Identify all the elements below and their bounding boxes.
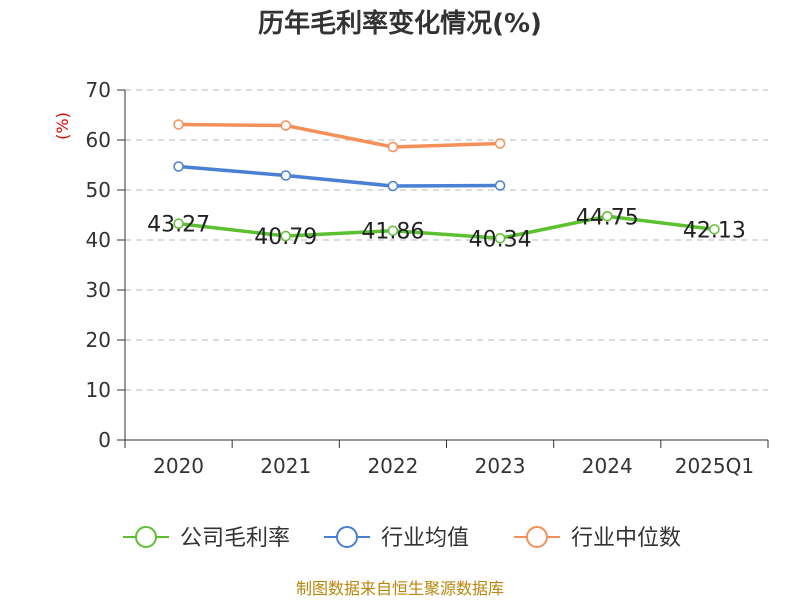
data-label: 40.34 <box>469 227 532 252</box>
x-tick-label: 2021 <box>260 454 311 478</box>
data-label: 41.86 <box>361 220 424 245</box>
data-point <box>280 120 291 131</box>
x-tick-label: 2023 <box>475 454 526 478</box>
data-point <box>173 218 184 229</box>
data-point <box>494 138 506 149</box>
y-tick-label: 30 <box>86 278 111 302</box>
y-tick-label: 50 <box>86 178 111 202</box>
y-axis-label: (%) <box>53 112 72 140</box>
data-labels: 43.27 40.79 41.86 40.34 44.75 42.13 <box>147 205 746 252</box>
series-layer <box>173 119 720 244</box>
y-tick-label: 60 <box>86 128 111 152</box>
legend-label: 行业中位数 <box>571 526 681 551</box>
data-point <box>494 180 506 191</box>
data-point <box>280 230 291 242</box>
legend-marker <box>526 526 548 548</box>
y-tick-label: 10 <box>86 378 111 402</box>
data-point <box>387 180 399 192</box>
data-label: 42.13 <box>683 218 746 243</box>
data-point <box>709 224 720 235</box>
series-line-0 <box>176 214 717 241</box>
legend-marker <box>135 526 157 548</box>
x-tick-label: 2022 <box>367 454 418 478</box>
y-tick-label: 40 <box>86 228 111 252</box>
x-tick-label: 2020 <box>153 454 204 478</box>
legend-label: 公司毛利率 <box>180 526 290 551</box>
data-label: 40.79 <box>254 225 317 250</box>
data-label: 44.75 <box>576 205 639 230</box>
data-point <box>387 141 399 153</box>
x-tick-label: 2024 <box>582 454 633 478</box>
data-point <box>173 119 184 130</box>
grid <box>125 89 768 391</box>
data-point <box>387 225 399 236</box>
data-point <box>173 161 184 172</box>
y-tick-label: 20 <box>86 328 111 352</box>
data-point <box>602 211 613 222</box>
legend-label: 行业均值 <box>381 526 469 551</box>
series-line-2 <box>176 122 502 149</box>
x-tick-label: 2025Q1 <box>675 454 754 478</box>
legend-marker <box>336 526 358 548</box>
chart-title: 历年毛利率变化情况(%) <box>258 8 542 39</box>
data-point <box>280 170 291 181</box>
axes: 0 10 20 30 40 50 60 70 2020 2021 2022 2023 2024 2025Q… <box>86 78 769 478</box>
data-label: 43.27 <box>147 213 210 238</box>
legend: 公司毛利率 行业均值 行业中位数 <box>123 526 681 551</box>
source-note: 制图数据来自恒生聚源数据库 <box>296 579 504 598</box>
y-tick-label: 70 <box>86 78 111 102</box>
data-point <box>494 233 506 244</box>
series-line-1 <box>176 164 502 188</box>
y-tick-label: 0 <box>98 428 111 452</box>
